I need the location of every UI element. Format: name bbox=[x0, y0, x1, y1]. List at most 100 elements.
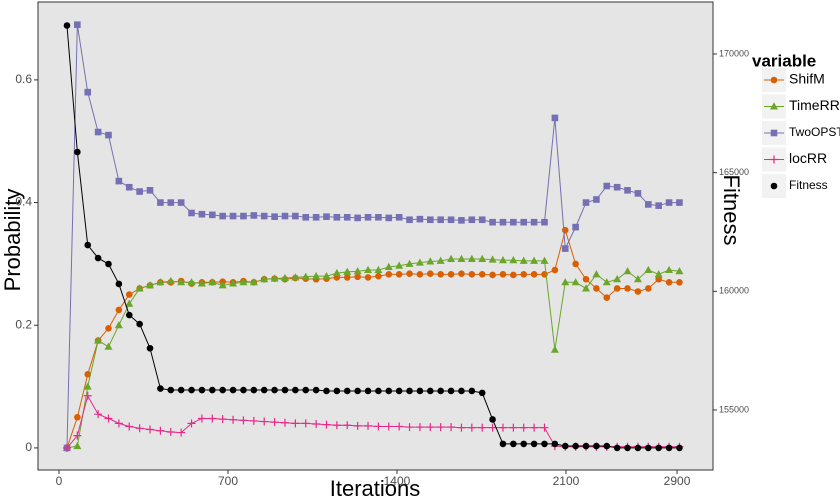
point bbox=[488, 423, 497, 432]
point bbox=[105, 325, 112, 332]
x-tick-label: 1400 bbox=[384, 474, 411, 488]
point bbox=[332, 421, 341, 430]
point bbox=[634, 190, 642, 197]
point bbox=[94, 410, 103, 419]
point bbox=[510, 271, 517, 279]
point bbox=[115, 177, 123, 185]
point bbox=[551, 266, 559, 274]
point bbox=[354, 387, 361, 395]
point bbox=[499, 440, 507, 448]
point bbox=[540, 423, 549, 432]
point bbox=[770, 182, 778, 190]
point bbox=[447, 216, 455, 224]
point bbox=[280, 418, 289, 427]
point bbox=[353, 421, 362, 430]
point bbox=[385, 214, 393, 222]
point bbox=[395, 387, 403, 395]
point bbox=[572, 223, 579, 231]
point bbox=[353, 267, 362, 275]
point bbox=[665, 265, 674, 274]
point bbox=[114, 321, 123, 329]
point bbox=[187, 278, 196, 286]
point bbox=[73, 441, 82, 450]
point bbox=[374, 422, 383, 431]
y2-tick-label: 170000 bbox=[719, 48, 749, 58]
point bbox=[301, 272, 310, 280]
point bbox=[73, 431, 82, 440]
point bbox=[343, 213, 351, 221]
y2-tick-label: 160000 bbox=[719, 286, 749, 296]
point bbox=[322, 420, 331, 429]
point bbox=[146, 281, 155, 289]
y-tick-label: 0.4 bbox=[15, 195, 32, 209]
point bbox=[489, 218, 496, 226]
point bbox=[623, 267, 632, 275]
point bbox=[364, 387, 372, 395]
point bbox=[489, 271, 496, 279]
point bbox=[406, 216, 413, 224]
point bbox=[458, 217, 465, 224]
point bbox=[240, 212, 247, 220]
point bbox=[519, 256, 528, 264]
point bbox=[530, 256, 539, 264]
legend-label: Fitness bbox=[789, 178, 828, 192]
point bbox=[384, 422, 393, 431]
point bbox=[634, 288, 642, 295]
point bbox=[613, 285, 621, 292]
point bbox=[478, 389, 486, 397]
point bbox=[115, 280, 123, 288]
point bbox=[437, 271, 444, 278]
point bbox=[385, 387, 393, 395]
point bbox=[343, 387, 351, 395]
point bbox=[416, 271, 424, 278]
point bbox=[498, 423, 507, 432]
point bbox=[166, 427, 175, 436]
point bbox=[437, 387, 444, 395]
point bbox=[250, 212, 258, 219]
point bbox=[84, 88, 92, 96]
point bbox=[323, 387, 330, 395]
point bbox=[197, 414, 206, 423]
point bbox=[83, 382, 92, 390]
point bbox=[125, 422, 134, 431]
point bbox=[62, 443, 71, 452]
point bbox=[457, 423, 466, 432]
y-tick-label: 0 bbox=[25, 440, 32, 454]
point bbox=[125, 311, 133, 319]
point bbox=[125, 299, 134, 307]
point bbox=[675, 267, 684, 275]
point bbox=[249, 278, 258, 286]
point bbox=[229, 415, 238, 424]
point bbox=[166, 276, 175, 285]
point bbox=[613, 275, 622, 283]
x-tick-label: 0 bbox=[56, 474, 63, 488]
point bbox=[229, 386, 237, 394]
point bbox=[301, 419, 310, 428]
point bbox=[209, 211, 216, 219]
point bbox=[676, 279, 683, 286]
point bbox=[499, 218, 507, 226]
point bbox=[208, 414, 217, 423]
point bbox=[281, 212, 289, 220]
point bbox=[530, 440, 538, 448]
point bbox=[665, 279, 673, 286]
point bbox=[520, 440, 528, 448]
point bbox=[426, 257, 435, 265]
point bbox=[384, 262, 393, 270]
point bbox=[613, 444, 621, 452]
point bbox=[530, 271, 538, 278]
point bbox=[395, 271, 403, 278]
point bbox=[157, 385, 164, 392]
point bbox=[550, 345, 559, 353]
point bbox=[375, 213, 382, 221]
point bbox=[655, 202, 662, 209]
point bbox=[582, 442, 590, 450]
point bbox=[260, 212, 268, 220]
legend-label: ShifM bbox=[789, 71, 825, 87]
point bbox=[354, 273, 361, 281]
point bbox=[332, 268, 341, 277]
point bbox=[405, 423, 414, 432]
point bbox=[302, 386, 310, 394]
point bbox=[416, 215, 424, 223]
